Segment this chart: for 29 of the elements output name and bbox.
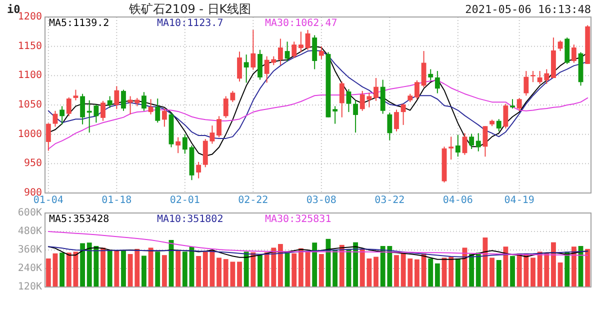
text: MA5:1139.2 xyxy=(49,18,110,29)
y-tick-label: 1200 xyxy=(18,12,42,22)
x-tick-label: 02-22 xyxy=(238,195,268,206)
text: MA30:1062.47 xyxy=(265,18,338,29)
y-tick-label: 1100 xyxy=(18,70,42,82)
chart-title: 铁矿石2109 - 日K线图 xyxy=(128,2,252,16)
y-tick-label: 950 xyxy=(24,158,42,170)
y-tick-label: 1150 xyxy=(18,40,42,52)
text: MA10:351802 xyxy=(157,214,224,225)
y-tick-label: 120K xyxy=(18,282,42,292)
text: MA10:1123.7 xyxy=(157,18,224,29)
text: MA5:353428 xyxy=(49,214,110,225)
text: i0 xyxy=(7,3,20,16)
text: 2021-05-06 16:13:48 xyxy=(465,3,591,16)
line-series xyxy=(48,231,588,256)
y-tick-label: 600K xyxy=(18,208,42,218)
y-tick-label: 1050 xyxy=(18,100,42,110)
x-tick-label: 03-22 xyxy=(374,195,405,206)
x-tick-label: 04-19 xyxy=(504,195,534,206)
y-tick-label: 1000 xyxy=(18,128,42,140)
y-tick-label: 480K xyxy=(18,226,42,237)
line-series xyxy=(48,246,588,258)
x-tick-label: 02-01 xyxy=(170,195,200,206)
text: MA30:325831 xyxy=(265,214,332,225)
y-tick-label: 240K xyxy=(18,263,42,274)
x-tick-label: 01-18 xyxy=(102,195,132,206)
y-tick-label: 360K xyxy=(18,244,42,256)
x-tick-label: 04-06 xyxy=(442,195,473,206)
x-tick-label: 03-08 xyxy=(306,195,336,206)
